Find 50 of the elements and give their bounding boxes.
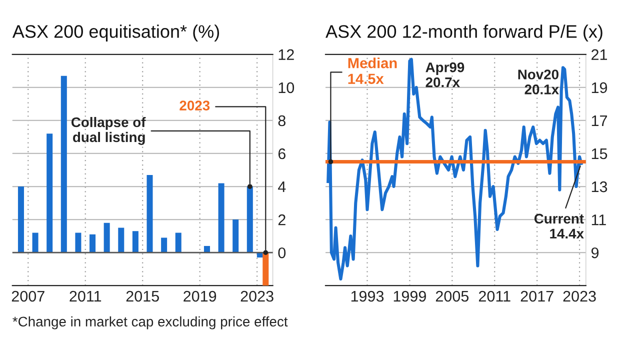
bar bbox=[204, 246, 210, 253]
y-tick-label: 4 bbox=[278, 182, 286, 192]
x-tick-label: 2023 bbox=[240, 290, 274, 302]
bar bbox=[46, 134, 53, 253]
x-tick-label: 2015 bbox=[126, 290, 159, 302]
y-tick-label: 11 bbox=[592, 214, 606, 226]
x-tick-label: 2011 bbox=[70, 290, 102, 302]
y-tick-label: 9 bbox=[591, 247, 599, 258]
bar bbox=[18, 186, 24, 253]
y-tick-label: 13 bbox=[592, 181, 608, 192]
text: *Change in market cap excluding price effect bbox=[12, 316, 288, 330]
y-tick-label: 10 bbox=[278, 82, 294, 94]
y-tick-label: 15 bbox=[592, 148, 608, 160]
bar bbox=[118, 228, 124, 253]
y-tick-label: 0 bbox=[278, 247, 286, 258]
y-tick-label: 17 bbox=[592, 115, 607, 126]
bar bbox=[104, 222, 110, 253]
annotation: Nov20 20.1x bbox=[518, 70, 559, 94]
bar bbox=[175, 232, 182, 253]
x-tick-label: 2017 bbox=[520, 290, 554, 302]
bar bbox=[232, 220, 239, 253]
bar bbox=[146, 174, 153, 253]
x-tick-label: 2005 bbox=[436, 290, 469, 302]
line-series bbox=[326, 58, 583, 281]
bar bbox=[32, 232, 38, 253]
y-tick-label: 21 bbox=[592, 49, 608, 60]
bar bbox=[75, 232, 82, 253]
y-tick-label: 6 bbox=[278, 148, 286, 160]
x-tick-label: 1993 bbox=[351, 290, 384, 302]
annotation: Apr99 20.7x bbox=[426, 62, 464, 88]
bar bbox=[90, 234, 96, 253]
y-tick-label: 12 bbox=[278, 49, 294, 60]
bar bbox=[161, 238, 168, 253]
bar bbox=[218, 183, 224, 253]
y-tick-label: 2 bbox=[278, 214, 286, 226]
x-tick-label: 2007 bbox=[12, 290, 44, 302]
x-tick-label: 1999 bbox=[394, 290, 426, 302]
x-tick-label: 2011 bbox=[478, 290, 510, 302]
x-tick-label: 2019 bbox=[184, 290, 216, 302]
y-tick-label: 19 bbox=[592, 82, 608, 94]
bar bbox=[60, 76, 67, 253]
annotation: Collapse of dual listing bbox=[71, 116, 146, 145]
bar bbox=[132, 231, 138, 253]
chart-title: ASX 200 equitisation* (%) bbox=[12, 24, 220, 42]
annotation: 2023 bbox=[180, 100, 210, 110]
ref-line-label: Median 14.5x bbox=[348, 58, 397, 84]
chart-title: ASX 200 12-month forward P/E (x) bbox=[326, 24, 602, 42]
annotation: Current 14.4x bbox=[534, 214, 584, 238]
x-tick-label: 2023 bbox=[563, 290, 596, 302]
y-tick-label: 8 bbox=[278, 115, 286, 126]
